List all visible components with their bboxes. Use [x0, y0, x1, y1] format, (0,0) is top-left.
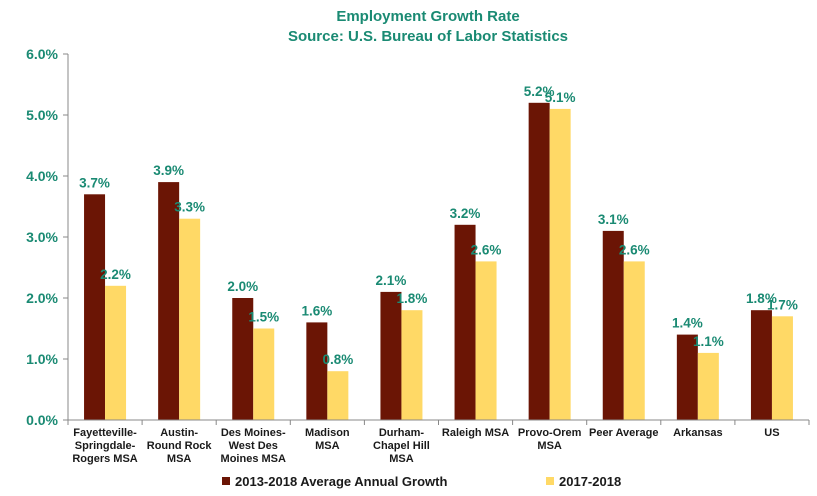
data-label: 2.6%: [619, 242, 650, 257]
bar-2017-2018: [179, 218, 201, 420]
x-tick-label: Provo-Orem MSA: [518, 427, 582, 452]
bar-2017-2018: [475, 261, 497, 420]
legend-swatch: [222, 477, 230, 485]
x-tick-label: Des Moines-West Des Moines MSA: [221, 427, 286, 465]
bar-2017-2018: [549, 108, 571, 421]
data-label: 5.2%: [524, 84, 555, 99]
chart-subtitle: Source: U.S. Bureau of Labor Statistics: [288, 28, 568, 45]
x-tick-label: Durham-Chapel Hill MSA: [373, 427, 430, 465]
x-tick-label: Austin-Round Rock MSA: [147, 427, 213, 465]
y-tick-label: 5.0%: [26, 107, 58, 123]
bar-avg-annual-growth: [306, 322, 328, 420]
data-label: 3.2%: [450, 206, 481, 221]
data-label: 3.1%: [598, 212, 629, 227]
bar-avg-annual-growth: [528, 102, 550, 421]
bar-avg-annual-growth: [232, 298, 254, 420]
bar-2017-2018: [105, 285, 127, 420]
bar-avg-annual-growth: [676, 334, 698, 420]
data-label: 1.8%: [746, 291, 777, 306]
bar-2017-2018: [401, 310, 423, 420]
data-label: 1.8%: [397, 291, 428, 306]
x-tick-label: Peer Average: [589, 427, 659, 439]
bar-2017-2018: [253, 328, 275, 420]
bar-avg-annual-growth: [602, 230, 624, 420]
data-label: 1.6%: [301, 303, 332, 318]
bars-group: 3.7% 2.2% 3.9% 3.3% 2.0% 1.5% 1.6% 0.8% 2.1% 1.8%…: [79, 84, 798, 421]
legend-label: 2017-2018: [559, 474, 621, 489]
legend: 2013-2018 Average Annual Growth 2017-2018: [222, 474, 621, 489]
bar-2017-2018: [327, 371, 349, 420]
x-tick-label: Fayetteville-Springdale-Rogers MSA: [72, 427, 137, 465]
data-label: 3.7%: [79, 175, 110, 190]
legend-label: 2013-2018 Average Annual Growth: [235, 474, 447, 489]
data-label: 2.6%: [471, 242, 502, 257]
data-label: 2.0%: [227, 279, 258, 294]
x-axis: Fayetteville-Springdale-Rogers MSA Austin…: [67, 419, 810, 465]
bar-2017-2018: [771, 316, 793, 420]
x-tick-label: Raleigh MSA: [442, 427, 509, 439]
y-tick-label: 0.0%: [26, 412, 58, 428]
y-tick-label: 6.0%: [26, 46, 58, 62]
data-label: 1.4%: [672, 316, 703, 331]
bar-avg-annual-growth: [158, 182, 180, 420]
legend-swatch: [546, 477, 554, 485]
y-tick-label: 3.0%: [26, 229, 58, 245]
bar-2017-2018: [623, 261, 645, 420]
y-tick-label: 4.0%: [26, 168, 58, 184]
bar-avg-annual-growth: [380, 291, 402, 420]
x-tick-label: US: [764, 427, 779, 439]
y-tick-label: 2.0%: [26, 290, 58, 306]
bar-2017-2018: [697, 352, 719, 420]
data-label: 3.9%: [153, 163, 184, 178]
data-label: 2.1%: [376, 273, 407, 288]
x-tick-label: Madison MSA: [305, 427, 350, 452]
bar-avg-annual-growth: [84, 194, 106, 420]
y-axis: 0.0% 1.0% 2.0% 3.0% 4.0% 5.0% 6.0%: [26, 46, 69, 428]
x-tick-label: Arkansas: [673, 427, 723, 439]
chart-title: Employment Growth Rate: [336, 8, 519, 25]
data-label: 1.1%: [693, 334, 724, 349]
bar-avg-annual-growth: [454, 224, 476, 420]
data-label: 5.1%: [545, 90, 576, 105]
bar-avg-annual-growth: [750, 310, 772, 420]
data-label: 3.3%: [174, 200, 205, 215]
y-tick-label: 1.0%: [26, 351, 58, 367]
data-label: 0.8%: [322, 352, 353, 367]
data-label: 1.5%: [248, 310, 279, 325]
data-label: 1.7%: [767, 297, 798, 312]
data-label: 2.2%: [100, 267, 131, 282]
